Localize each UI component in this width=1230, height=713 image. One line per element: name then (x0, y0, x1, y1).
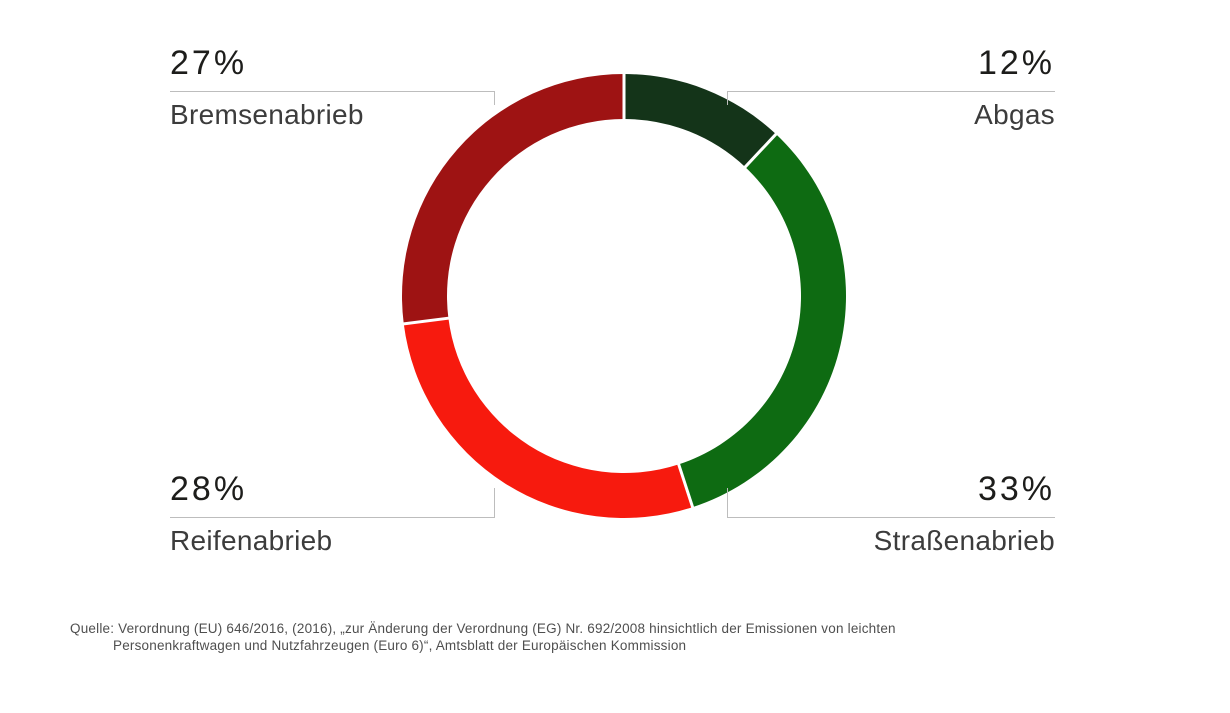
segment-separator (401, 316, 451, 326)
source-line-1: Quelle: Verordnung (EU) 646/2016, (2016)… (70, 621, 896, 636)
source-note: Quelle: Verordnung (EU) 646/2016, (2016)… (70, 620, 896, 654)
callout-tick (727, 91, 728, 105)
segment-label: Abgas (974, 99, 1055, 130)
segment-label: Straßenabrieb (873, 525, 1055, 556)
percent-value: 28% (170, 470, 248, 508)
segment-label: Reifenabrieb (170, 525, 333, 556)
callout-tick (727, 488, 728, 518)
callout-reifenabrieb: 28% Reifenabrieb (170, 472, 495, 556)
segment-separator (742, 131, 779, 170)
callout-strassenabrieb: 33% Straßenabrieb (727, 472, 1055, 556)
callout-line (170, 91, 495, 105)
callout-tick (494, 488, 495, 518)
callout-line (170, 488, 495, 518)
donut-segment-straßenabrieb (678, 134, 847, 508)
percent-value: 27% (170, 44, 248, 82)
source-line-2: Personenkraftwagen und Nutzfahrzeugen (E… (113, 638, 687, 653)
callout-tick (494, 91, 495, 105)
percent-value: 33% (977, 470, 1055, 508)
segment-separator (676, 461, 695, 510)
callout-abgas: 12% Abgas (727, 46, 1055, 130)
callout-bremsenabrieb: 27% Bremsenabrieb (170, 46, 495, 130)
callout-line (727, 91, 1055, 105)
segment-label: Bremsenabrieb (170, 99, 364, 130)
callout-line (727, 488, 1055, 518)
percent-value: 12% (977, 44, 1055, 82)
